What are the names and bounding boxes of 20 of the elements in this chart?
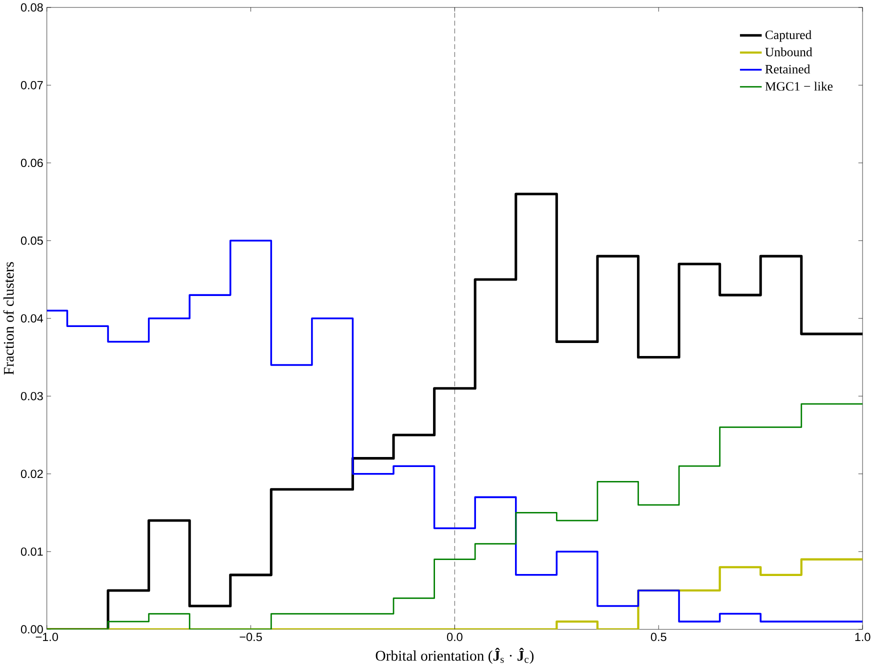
legend-label: Unbound — [765, 47, 812, 56]
x-tick-label: −1.0 — [36, 632, 58, 642]
y-tick-label: 0.06 — [20, 158, 43, 168]
y-tick-label: 0.07 — [20, 81, 43, 90]
legend-label: MGC1 − like — [765, 82, 833, 91]
y-tick-label: 0.03 — [20, 392, 43, 400]
x-axis-title: Orbital orientation (Ĵ$_{s}$ · Ĵ$_{c}$) — [376, 648, 534, 664]
x-tick-label: 0.0 — [446, 632, 462, 642]
y-tick-label: 0.01 — [20, 547, 43, 556]
y-tick-label: 0.05 — [20, 236, 43, 245]
y-axis-title: Fraction of clusters — [3, 262, 14, 375]
x-tick-label: 1.0 — [855, 632, 870, 642]
legend-label: Captured — [765, 30, 812, 42]
y-tick-label: 0.00 — [20, 625, 43, 634]
y-tick-label: 0.02 — [20, 470, 43, 478]
x-tick-label: −0.5 — [240, 632, 262, 642]
legend-label: Retained — [765, 64, 810, 74]
x-tick-label: 0.5 — [650, 632, 666, 642]
y-tick-label: 0.08 — [20, 3, 43, 12]
y-tick-label: 0.04 — [20, 314, 44, 323]
